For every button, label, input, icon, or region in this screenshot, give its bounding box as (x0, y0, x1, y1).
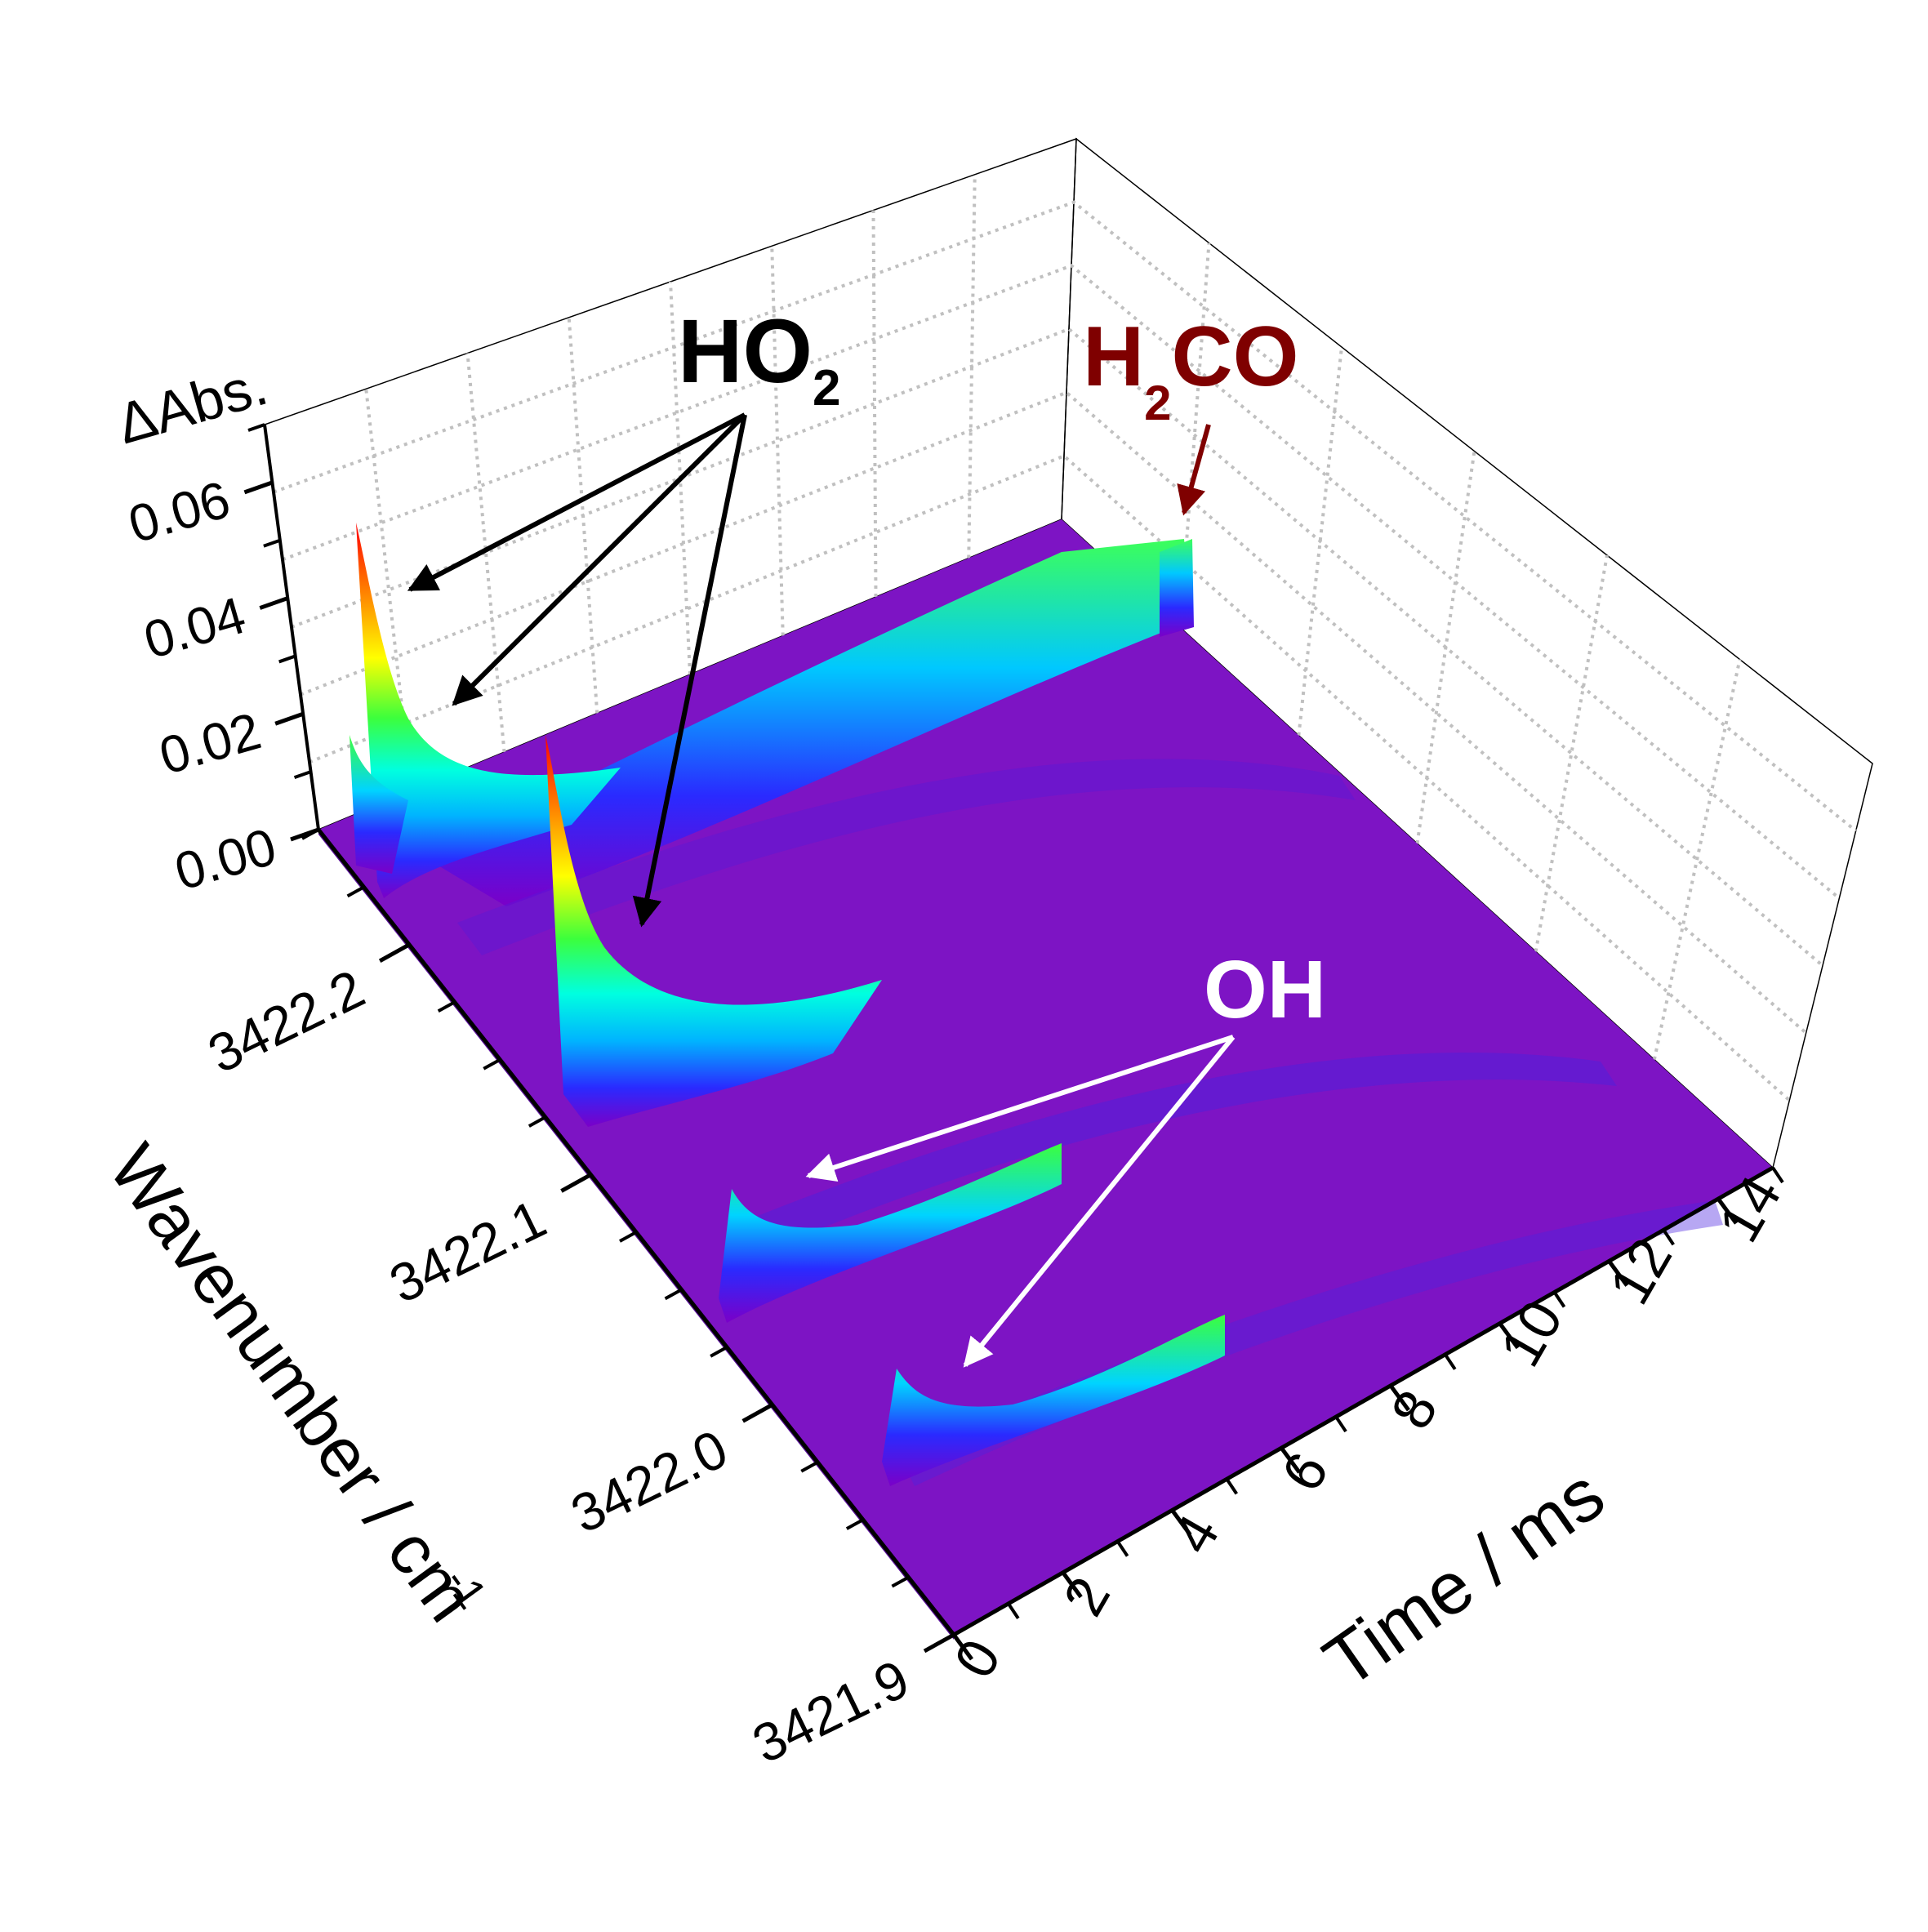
ho2-label: HO2 (678, 301, 840, 416)
oh-arrow-2 (963, 1035, 1236, 1368)
ho2-arrow-3 (632, 414, 747, 928)
ho2-arrow-1 (407, 412, 746, 592)
x-tick-major (951, 1633, 974, 1661)
grid-line-z (282, 264, 1841, 900)
wall-grid (273, 174, 1857, 1102)
grid-line-z (309, 454, 1791, 1102)
z-tick-major (243, 480, 274, 495)
z-tick-minor (263, 538, 281, 548)
x-tick-minor (1007, 1602, 1020, 1619)
y-tick-label: 3421.9 (743, 1648, 918, 1774)
y-tick-minor (346, 885, 365, 898)
y-tick-minor (664, 1288, 683, 1301)
h2co-arrow (1177, 424, 1211, 516)
x-tick-major (1170, 1508, 1192, 1536)
x-axis-title: Time / ms (1310, 1453, 1619, 1704)
y-tick-minor (937, 1633, 955, 1645)
y-tick-minor (845, 1518, 864, 1530)
ho2-arrow-2 (452, 412, 747, 706)
z-tick-label: 0.02 (153, 701, 267, 786)
ho2-label-subscript: 2 (813, 360, 840, 416)
grid-line-time (967, 174, 977, 559)
y-tick-minor (573, 1173, 592, 1186)
h2co-label-co: CO (1171, 309, 1298, 404)
y-tick-minor (710, 1346, 728, 1358)
x-tick-major (1607, 1259, 1629, 1287)
grid-line-wavenumber (1415, 451, 1476, 844)
y-tick-label: 3422.0 (562, 1418, 737, 1544)
y-tick-minor (891, 1575, 910, 1588)
y-tick-label: 3422.1 (381, 1188, 555, 1315)
y-tick-minor (800, 1460, 819, 1473)
y-tick-minor (301, 828, 319, 840)
z-ticks: 0.00 0.02 0.04 0.06 (122, 423, 319, 901)
x-tick-major (1061, 1571, 1083, 1599)
x-tick-minor (1552, 1291, 1566, 1308)
x-tick-major (1388, 1384, 1410, 1412)
y-tick-minor (392, 943, 411, 955)
x-tick-major (1716, 1197, 1739, 1225)
grid-line-time (567, 317, 599, 714)
grid-line-time (465, 353, 506, 753)
y-tick-minor (483, 1057, 501, 1071)
x-tick-label: 8 (1378, 1380, 1449, 1440)
h2co-ridge (425, 539, 1192, 906)
oh-peak-1 (719, 1143, 1062, 1323)
z-tick-major (274, 711, 304, 726)
ho2-peak-small (350, 735, 408, 874)
z-tick-minor (247, 423, 265, 432)
oh-peak-2 (882, 1315, 1225, 1486)
surface-band-3 (898, 1200, 1723, 1486)
y-tick-minor (619, 1231, 637, 1243)
oh-arrow-1 (805, 1035, 1234, 1182)
x-tick-minor (1225, 1478, 1238, 1495)
z-tick-minor (293, 770, 312, 780)
oh-label: OH (1204, 944, 1326, 1035)
grid-line-wavenumber (1178, 243, 1211, 628)
z-tick-major (259, 596, 289, 610)
y-tick-minor (528, 1115, 546, 1128)
x-tick-label: 2 (1051, 1567, 1122, 1627)
y-axis-title: Wavenumber / cm (94, 1131, 491, 1636)
z-axis-line (263, 424, 320, 830)
z-tick-minor (278, 654, 296, 664)
x-tick-minor (1334, 1415, 1347, 1433)
x-tick-minor (1115, 1540, 1129, 1557)
z-tick-label: 0.04 (138, 585, 252, 670)
x-tick-minor (1444, 1353, 1457, 1370)
x-tick-label: 6 (1270, 1442, 1341, 1502)
ho2-label-text: HO (678, 301, 813, 402)
y-tick-minor (755, 1403, 773, 1416)
z-tick-label: 0.06 (122, 470, 237, 554)
h2co-ridge-end (1160, 539, 1194, 637)
y-axis-title-group: Wavenumber / cm -1 (94, 1131, 496, 1636)
x-tick-label: 0 (942, 1629, 1013, 1689)
y-tick-minor (437, 1000, 456, 1013)
ho2-peak-2 (545, 735, 882, 1127)
h2co-label-subscript: 2 (1144, 376, 1171, 430)
z-tick-label: 0.00 (168, 817, 283, 901)
h2co-label-h: H (1083, 309, 1144, 404)
y-tick-label: 3422.2 (198, 958, 373, 1084)
grid-line-wavenumber (1652, 659, 1742, 1061)
x-tick-minor (1771, 1166, 1784, 1184)
surface-band-2 (735, 1053, 1617, 1258)
surface-band-1 (457, 759, 1356, 955)
x-tick-label: 4 (1160, 1504, 1231, 1564)
x-tick-minor (1662, 1229, 1675, 1246)
h2co-label: H2CO (1083, 309, 1298, 430)
z-axis-title: ΔAbs. (110, 353, 274, 456)
back-walls (264, 137, 1873, 1169)
grid-line-wavenumber (1534, 554, 1609, 952)
x-axis-line (952, 1165, 1774, 1637)
x-tick-major (1498, 1322, 1520, 1350)
annotations: HO2 H2CO OH (407, 301, 1326, 1368)
x-tick-major (1280, 1446, 1302, 1474)
